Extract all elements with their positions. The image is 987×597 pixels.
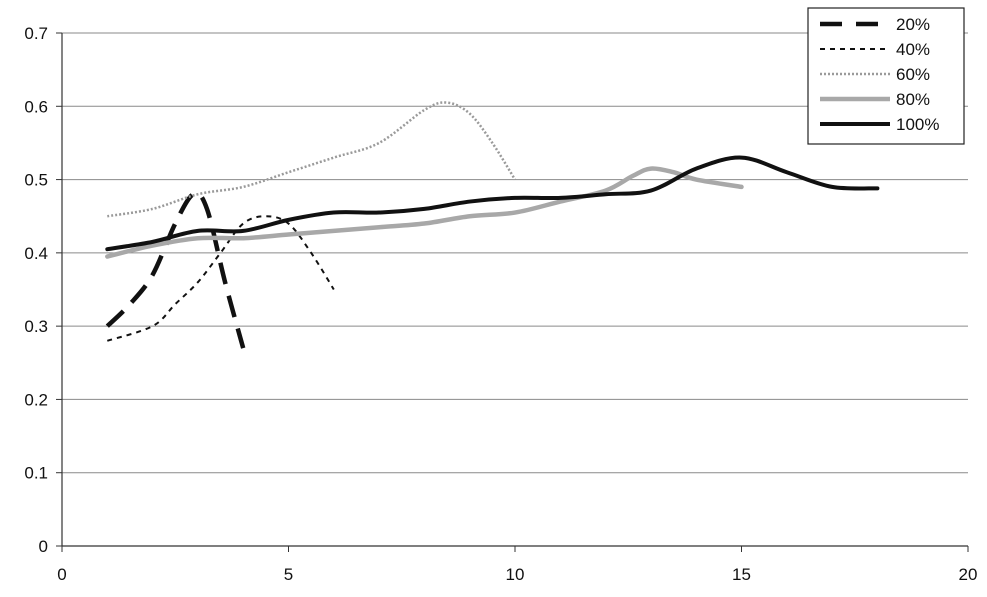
legend-box bbox=[807, 7, 965, 145]
x-tick-label: 5 bbox=[284, 565, 293, 584]
y-tick-label: 0.5 bbox=[24, 171, 48, 190]
x-tick-label: 0 bbox=[57, 565, 66, 584]
y-tick-label: 0.3 bbox=[24, 317, 48, 336]
series-line-80pct bbox=[105, 166, 744, 259]
legend-label: 20% bbox=[896, 15, 930, 34]
legend: 20% 40% 60% 80% 100% bbox=[807, 7, 965, 145]
y-tick-label: 0.7 bbox=[24, 24, 48, 43]
y-tick-label: 0 bbox=[39, 537, 48, 556]
y-tick-label: 0.4 bbox=[24, 244, 48, 263]
gridlines bbox=[62, 32, 968, 474]
x-tick-label: 10 bbox=[506, 565, 525, 584]
axes: 0 0.1 0.2 0.3 0.4 0.5 0.6 0.7 0 5 10 15 20 bbox=[24, 24, 977, 584]
series-line-40pct bbox=[106, 215, 335, 342]
legend-label: 80% bbox=[896, 90, 930, 109]
series-line-60pct bbox=[107, 101, 517, 218]
series-line-20pct bbox=[105, 191, 246, 349]
x-tick-label: 20 bbox=[959, 565, 978, 584]
series-line-100pct bbox=[105, 155, 880, 252]
legend-label: 40% bbox=[896, 40, 930, 59]
legend-label: 100% bbox=[896, 115, 939, 134]
series-lines bbox=[105, 101, 880, 349]
y-tick-label: 0.2 bbox=[24, 390, 48, 409]
y-tick-label: 0.1 bbox=[24, 464, 48, 483]
legend-label: 60% bbox=[896, 65, 930, 84]
y-tick-label: 0.6 bbox=[24, 97, 48, 116]
x-tick-label: 15 bbox=[732, 565, 751, 584]
